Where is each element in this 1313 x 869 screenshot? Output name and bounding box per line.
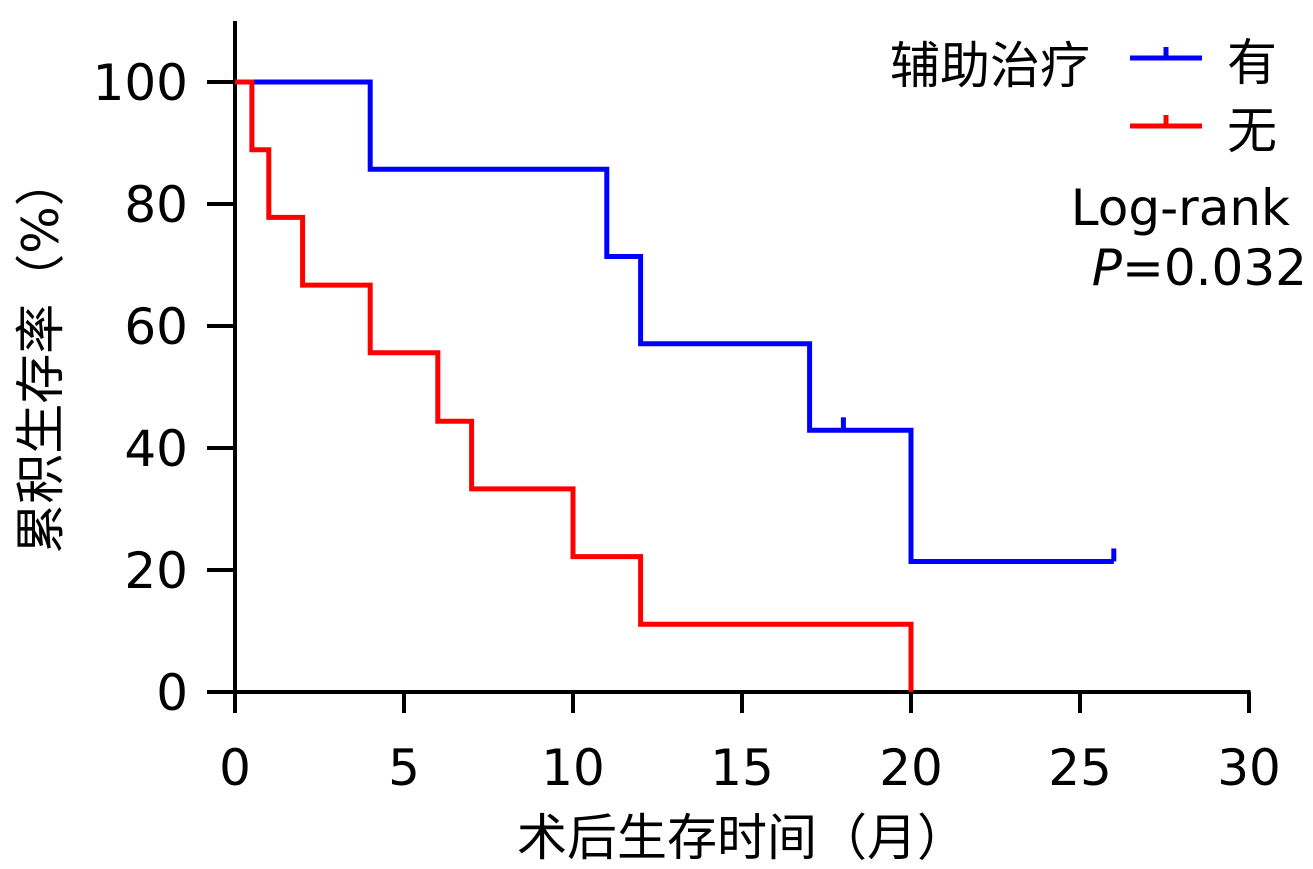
plot-area (235, 79, 1117, 692)
axes: 0 5 10 15 20 25 30 0 20 40 60 80 100 (93, 21, 1281, 797)
p-value: =0.032 (1122, 239, 1307, 297)
test-label: Log-rank (1071, 179, 1290, 237)
y-tick-label: 60 (124, 298, 188, 356)
y-tick-label: 20 (124, 542, 188, 600)
x-tick-label: 0 (219, 739, 251, 797)
survival-curve-1 (235, 79, 1114, 564)
y-tick-label: 80 (124, 176, 188, 234)
x-tick-label: 25 (1048, 739, 1112, 797)
legend-label: 有 (1227, 34, 1277, 92)
annotation: Log-rank P=0.032 (1071, 179, 1307, 297)
y-tick-label: 0 (156, 664, 188, 722)
y-tick-label: 100 (93, 54, 188, 112)
p-label: P (1092, 239, 1123, 297)
x-tick-label: 5 (388, 739, 420, 797)
survival-curve-2 (235, 79, 914, 692)
legend: 辅助治疗 有无 (890, 34, 1277, 160)
y-tick-label: 40 (124, 420, 188, 478)
x-tick-label: 20 (879, 739, 943, 797)
y-axis-title: 累积生存率（%） (12, 156, 70, 554)
legend-title: 辅助治疗 (890, 37, 1090, 95)
x-tick-label: 30 (1217, 739, 1281, 797)
legend-label: 无 (1227, 102, 1277, 160)
x-tick-label: 15 (710, 739, 774, 797)
x-tick-label: 10 (541, 739, 605, 797)
p-value-text: P=0.032 (1092, 239, 1307, 297)
x-axis-title: 术后生存时间（月） (517, 809, 967, 867)
